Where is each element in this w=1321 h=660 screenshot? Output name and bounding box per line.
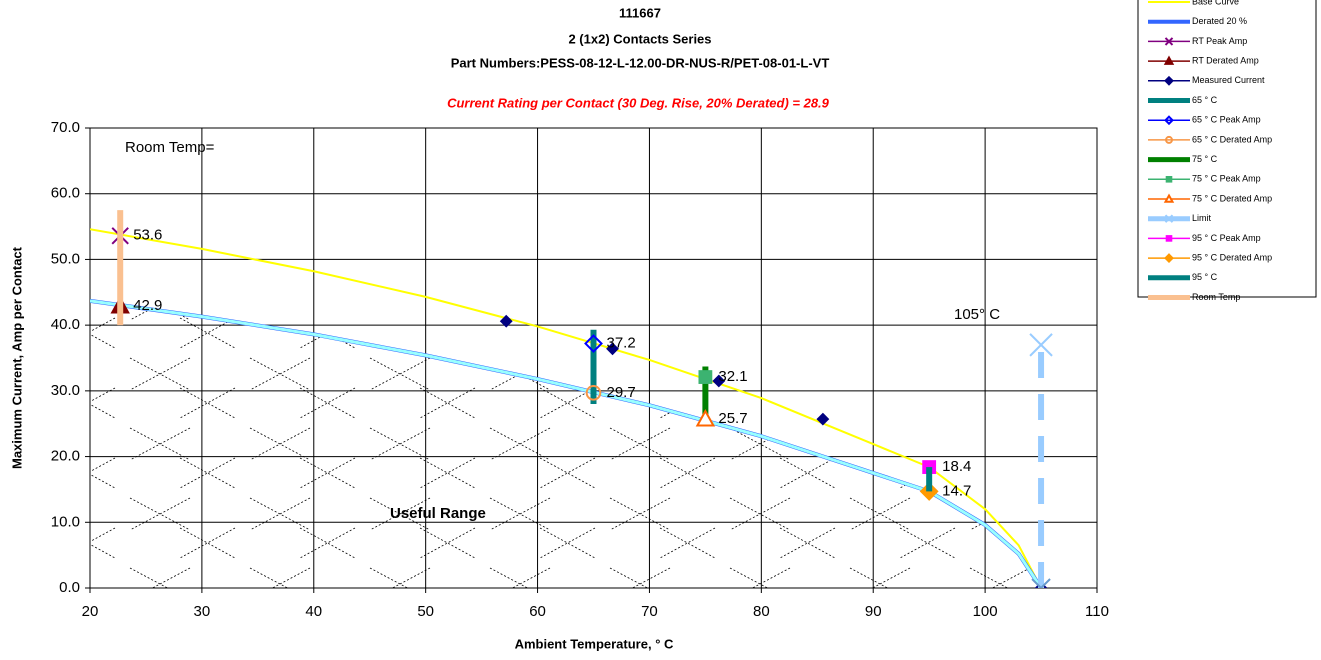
x-tick-label: 80 — [753, 603, 770, 620]
part-numbers: Part Numbers:PESS-08-12-L-12.00-DR-NUS-R… — [451, 55, 830, 70]
y-axis-title: Maximum Current, Amp per Contact — [9, 246, 24, 469]
x-tick-label: 50 — [417, 603, 434, 620]
marker — [585, 385, 602, 401]
data-label: 42.9 — [133, 297, 162, 314]
plot-border — [89, 127, 1098, 589]
x-tick-label: 70 — [641, 603, 658, 620]
marker — [1164, 115, 1174, 126]
annotation: Useful Range — [390, 505, 486, 522]
rating: Current Rating per Contact (30 Deg. Rise… — [447, 95, 830, 110]
useful-range-hatch — [90, 300, 1042, 588]
data-label: 29.7 — [607, 384, 636, 401]
legend-label: Limit — [1192, 213, 1212, 223]
marker — [606, 342, 619, 356]
y-tick-label: 50.0 — [51, 250, 80, 267]
legend-label: 95 ° C Derated Amp — [1192, 252, 1272, 262]
marker — [1163, 193, 1175, 203]
x-axis-title: Ambient Temperature, ° C — [515, 636, 674, 651]
data-label: 25.7 — [718, 410, 747, 427]
y-tick-label: 0.0 — [59, 579, 80, 596]
marker — [698, 370, 713, 384]
marker — [712, 374, 726, 388]
x-tick-label: 100 — [973, 603, 998, 620]
marker — [584, 334, 603, 353]
x-tick-label: 20 — [82, 603, 99, 620]
annotation: 105° C — [954, 306, 1000, 323]
x-tick-label: 60 — [529, 603, 546, 620]
legend-label: Room Temp — [1192, 292, 1240, 302]
y-tick-label: 30.0 — [51, 382, 80, 399]
marker — [1164, 214, 1174, 223]
legend-label: 65 ° C — [1192, 95, 1218, 105]
legend-label: Measured Current — [1192, 75, 1265, 85]
data-label: 18.4 — [942, 458, 971, 475]
chart-title: 111667 — [619, 5, 661, 20]
series — [90, 210, 1053, 588]
data-label: 32.1 — [718, 368, 747, 385]
legend-label: 95 ° C — [1192, 272, 1218, 282]
marker — [1165, 176, 1173, 183]
legend: Base Curve Derated 20 % RT Peak Amp RT Dera… — [1137, 0, 1317, 302]
marker — [1164, 75, 1174, 86]
labels: 20 30 40 50 60 70 80 90 100 110 0.0 10.0 20.0 30.0 40.… — [51, 119, 1109, 620]
chart-subtitle: 2 (1x2) Contacts Series — [568, 31, 711, 46]
y-tick-label: 40.0 — [51, 316, 80, 333]
x-tick-label: 40 — [305, 603, 322, 620]
marker — [1164, 253, 1174, 264]
data-label: 53.6 — [133, 227, 162, 244]
legend-box — [1137, 0, 1317, 298]
x-tick-label: 30 — [194, 603, 211, 620]
legend-label: RT Derated Amp — [1192, 55, 1259, 65]
legend-label: Base Curve — [1192, 0, 1239, 6]
data-label: 37.2 — [607, 335, 636, 352]
marker — [1031, 578, 1051, 588]
annotation: Room Temp= — [125, 139, 215, 156]
marker — [695, 409, 716, 427]
marker — [499, 314, 513, 328]
x-tick-label: 90 — [865, 603, 882, 620]
legend-label: 75 ° C — [1192, 154, 1218, 164]
legend-label: RT Peak Amp — [1192, 36, 1247, 46]
y-tick-label: 60.0 — [51, 185, 80, 202]
hatch-area — [90, 300, 1042, 588]
x-tick-label: 110 — [1085, 603, 1109, 620]
legend-label: 65 ° C Derated Amp — [1192, 134, 1272, 144]
legend-label: 75 ° C Peak Amp — [1192, 174, 1261, 184]
marker — [816, 412, 830, 426]
y-tick-label: 20.0 — [51, 448, 80, 465]
marker — [1029, 333, 1053, 357]
marker — [1164, 37, 1174, 46]
marker — [1165, 235, 1173, 242]
legend-label: 75 ° C Derated Amp — [1192, 193, 1272, 203]
data-label: 14.7 — [942, 482, 971, 499]
y-tick-label: 70.0 — [51, 119, 80, 136]
y-tick-label: 10.0 — [51, 513, 80, 530]
legend-label: Derated 20 % — [1192, 16, 1247, 26]
marker — [1163, 55, 1175, 65]
legend-label: 95 ° C Peak Amp — [1192, 233, 1261, 243]
marker — [1165, 135, 1173, 144]
legend-label: 65 ° C Peak Amp — [1192, 115, 1261, 125]
